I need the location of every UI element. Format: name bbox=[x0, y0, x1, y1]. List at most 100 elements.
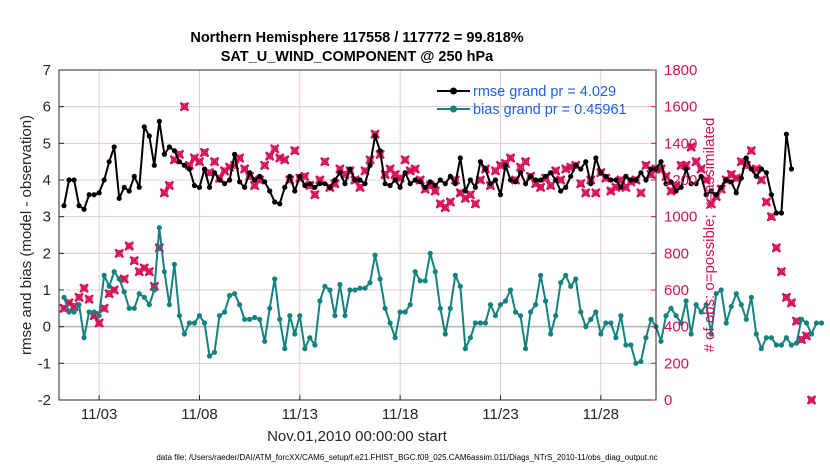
y-right-tick-label: 600 bbox=[664, 282, 689, 299]
y-right-tick-label: 1600 bbox=[664, 99, 697, 116]
bias-point bbox=[176, 313, 183, 319]
y-left-tick-label: 5 bbox=[43, 135, 51, 152]
rmse-point bbox=[447, 173, 453, 179]
obs-possible-marker bbox=[110, 286, 118, 294]
rmse-point bbox=[402, 170, 408, 176]
bias-point bbox=[522, 346, 529, 352]
rmse-point bbox=[136, 184, 142, 190]
bias-point bbox=[146, 302, 152, 308]
x-tick-label: 11/28 bbox=[583, 406, 619, 423]
bias-point bbox=[382, 305, 388, 311]
rmse-point bbox=[462, 188, 468, 194]
obs-possible-marker bbox=[677, 161, 685, 169]
bias-point bbox=[738, 302, 744, 308]
rmse-point bbox=[543, 173, 549, 179]
rmse-point bbox=[86, 192, 92, 198]
bias-point bbox=[472, 320, 478, 326]
obs-possible-marker bbox=[527, 172, 535, 180]
rmse-point bbox=[422, 184, 428, 190]
bias-point bbox=[287, 313, 293, 319]
rmse-point bbox=[788, 166, 795, 172]
obs-possible-marker bbox=[236, 154, 244, 162]
obs-possible-marker bbox=[782, 293, 790, 301]
y-right-tick-label: 0 bbox=[664, 392, 672, 409]
obs-possible-marker bbox=[461, 194, 469, 202]
obs-possible-marker bbox=[787, 299, 795, 307]
rmse-point bbox=[342, 181, 348, 187]
rmse-point bbox=[568, 173, 574, 179]
obs-possible-marker bbox=[772, 244, 780, 252]
bias-point bbox=[247, 316, 253, 322]
bias-point bbox=[277, 316, 283, 322]
rmse-point bbox=[553, 177, 559, 183]
rmse-point bbox=[257, 173, 263, 179]
data-series bbox=[59, 102, 825, 405]
rmse-point bbox=[497, 192, 504, 198]
bias-point bbox=[407, 302, 413, 308]
obs-possible-marker bbox=[607, 187, 615, 195]
rmse-point bbox=[337, 170, 343, 176]
bias-point bbox=[226, 292, 233, 299]
y-axis-left-label: rmse and bias (model - observation) bbox=[18, 115, 35, 355]
bias-point bbox=[121, 289, 127, 295]
x-tick-label: 11/03 bbox=[81, 406, 117, 423]
bias-point bbox=[387, 320, 393, 326]
rmse-point bbox=[171, 148, 177, 154]
rmse-point bbox=[282, 184, 288, 190]
rmse-point bbox=[382, 181, 388, 187]
rmse-point bbox=[352, 177, 358, 183]
obs-possible-marker bbox=[757, 176, 765, 184]
rmse-point bbox=[126, 188, 132, 194]
rmse-point bbox=[242, 184, 248, 190]
bias-point bbox=[768, 335, 774, 341]
y-right-tick-label: 1000 bbox=[664, 209, 697, 226]
rmse-point bbox=[618, 184, 624, 190]
rmse-point bbox=[663, 181, 669, 187]
rmse-point bbox=[588, 181, 594, 187]
obs-possible-marker bbox=[446, 198, 454, 206]
rmse-point bbox=[181, 162, 188, 168]
obs-possible-marker bbox=[552, 167, 560, 175]
bias-point bbox=[302, 346, 308, 352]
rmse-point bbox=[427, 179, 433, 185]
rmse-point bbox=[763, 170, 769, 176]
bias-point bbox=[367, 280, 373, 286]
bias-point bbox=[703, 302, 709, 308]
bias-point bbox=[292, 331, 298, 337]
bias-point bbox=[397, 309, 403, 315]
obs-possible-marker bbox=[170, 156, 178, 164]
bias-point bbox=[788, 342, 795, 348]
obs-possible-marker bbox=[266, 152, 274, 160]
bias-point bbox=[793, 340, 800, 346]
rmse-point bbox=[693, 181, 699, 187]
obs-possible-marker bbox=[190, 154, 198, 162]
obs-possible-marker bbox=[135, 268, 143, 276]
rmse-point bbox=[206, 184, 213, 190]
rmse-point bbox=[327, 184, 333, 190]
bias-point bbox=[733, 291, 739, 297]
rmse-point bbox=[522, 181, 529, 187]
bias-point bbox=[196, 313, 203, 319]
rmse-point bbox=[252, 177, 258, 183]
bias-point bbox=[678, 320, 684, 326]
rmse-point bbox=[487, 181, 494, 187]
rmse-point bbox=[211, 170, 218, 176]
legend-rmse-marker bbox=[450, 87, 457, 95]
obs-possible-marker bbox=[221, 167, 229, 175]
rmse-point bbox=[678, 184, 684, 190]
y-right-tick-label: 1800 bbox=[664, 62, 697, 79]
rmse-point bbox=[708, 188, 714, 194]
rmse-point bbox=[432, 182, 438, 189]
obs-possible-marker bbox=[522, 158, 530, 166]
obs-possible-marker bbox=[547, 182, 555, 189]
obs-possible-marker bbox=[80, 284, 88, 292]
rmse-point bbox=[527, 173, 534, 179]
rmse-point bbox=[633, 177, 639, 183]
rmse-point bbox=[598, 170, 604, 176]
x-tick-label: 11/23 bbox=[482, 406, 518, 423]
rmse-point bbox=[698, 173, 704, 179]
bias-point bbox=[558, 280, 564, 286]
obs-possible-marker bbox=[572, 161, 580, 169]
bias-point bbox=[578, 309, 584, 315]
bias-point bbox=[668, 305, 674, 311]
